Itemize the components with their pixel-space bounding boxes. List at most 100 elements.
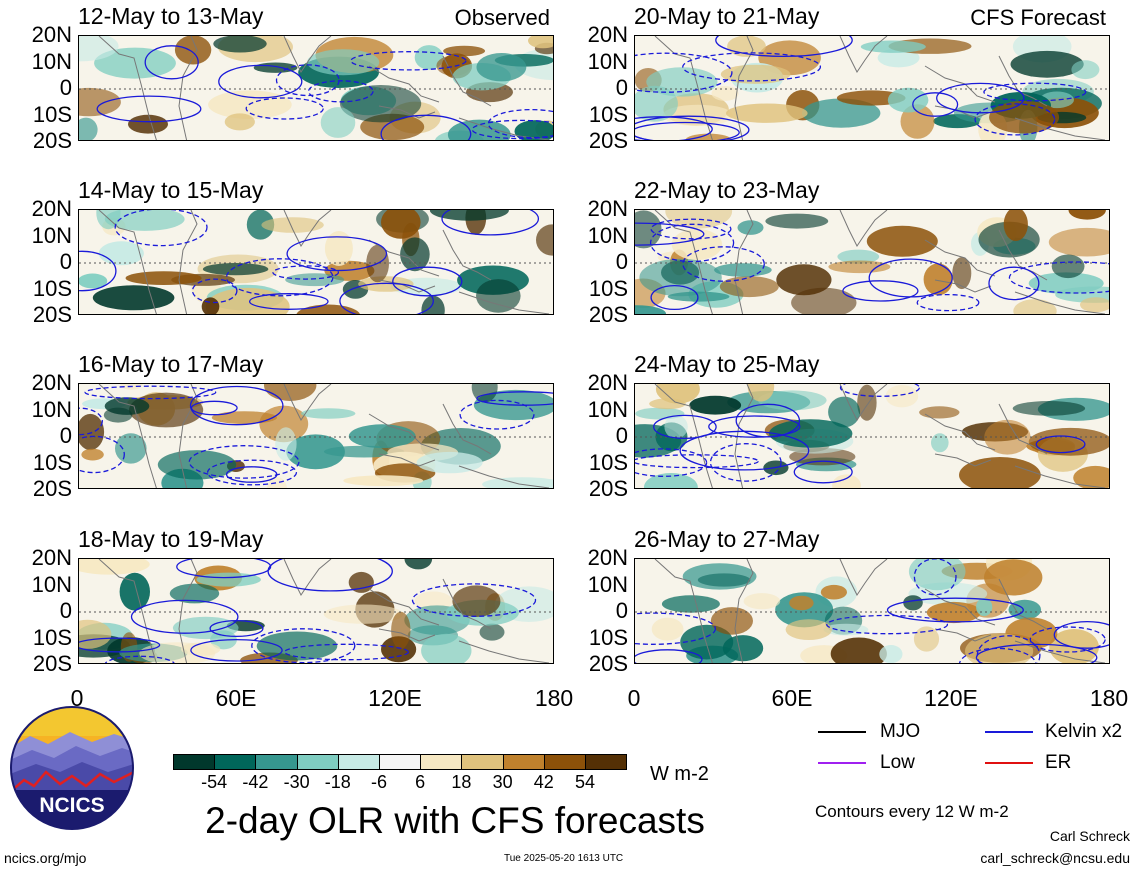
olr-anomaly-patch — [680, 624, 734, 660]
olr-anomaly-patch — [635, 210, 662, 249]
colorbar-swatch — [296, 754, 339, 770]
lat-label: 0 — [59, 249, 72, 274]
olr-anomaly-patch — [275, 427, 297, 461]
olr-anomaly-patch — [671, 228, 723, 261]
kelvin-contour — [286, 236, 388, 272]
olr-anomaly-patch — [1051, 254, 1085, 279]
kelvin-contour — [392, 266, 463, 297]
kelvin-contour — [635, 448, 708, 477]
kelvin-contour — [839, 384, 920, 397]
olr-anomaly-patch — [952, 257, 972, 290]
footer-url: ncics.org/mjo — [4, 850, 87, 866]
kelvin-contour — [380, 114, 472, 140]
coastline — [283, 36, 332, 73]
olr-anomaly-patch — [125, 271, 202, 285]
kelvin-contour — [916, 293, 980, 312]
lat-label: 20N — [587, 196, 628, 221]
olr-anomaly-patch — [482, 477, 553, 488]
coastline — [98, 384, 157, 488]
kelvin-contour — [189, 385, 284, 426]
kelvin-contour — [635, 612, 717, 645]
kelvin-contour — [441, 210, 540, 236]
olr-anomaly-patch — [714, 263, 772, 277]
coastline — [934, 279, 992, 293]
olr-anomaly-patch — [296, 304, 360, 314]
olr-anomaly-patch — [1071, 60, 1100, 80]
lat-label: 0 — [59, 75, 72, 100]
olr-anomaly-patch — [404, 559, 433, 570]
olr-anomaly-patch — [1080, 297, 1109, 313]
colorbar-tick-label: -18 — [324, 772, 351, 792]
kelvin-contour — [635, 52, 733, 93]
olr-anomaly-patch — [662, 104, 733, 127]
olr-anomaly-patch — [644, 473, 698, 488]
coastline — [839, 559, 888, 596]
kelvin-contour — [936, 82, 1025, 114]
olr-anomaly-patch — [514, 120, 553, 140]
coastline — [734, 210, 754, 314]
footer-email: carl_schreck@ncsu.edu — [980, 850, 1130, 866]
colorbar-tick-label: -6 — [370, 772, 387, 792]
kelvin-contour — [975, 643, 1098, 663]
olr-anomaly-patch — [169, 583, 220, 604]
kelvin-contour — [84, 385, 217, 400]
kelvin-contour — [1053, 620, 1109, 649]
olr-anomaly-patch — [711, 86, 739, 101]
coastline — [283, 210, 332, 247]
olr-anomaly-patch — [348, 424, 416, 449]
coastline — [654, 559, 713, 663]
olr-anomaly-patch — [129, 392, 204, 428]
colorbar-swatch — [337, 754, 380, 770]
coastline — [1014, 465, 1106, 488]
olr-anomaly-patch — [115, 433, 147, 464]
olr-anomaly-patch — [903, 595, 923, 611]
kelvin-contour — [218, 64, 303, 99]
olr-map — [634, 383, 1110, 489]
coastline — [368, 588, 440, 626]
olr-map-canvas — [635, 210, 1109, 314]
olr-anomaly-patch — [1013, 299, 1057, 314]
olr-anomaly-patch — [802, 98, 881, 128]
colorbar-swatch — [255, 754, 298, 770]
lat-label: 10S — [588, 275, 628, 301]
lon-label-180-left: 180 — [534, 685, 574, 711]
olr-anomaly-patch — [646, 67, 718, 97]
panel-title: 14-May to 15-May — [78, 177, 264, 203]
lon-label-60e-left: 60E — [215, 685, 257, 711]
olr-anomaly-patch — [1048, 227, 1109, 257]
colorbar-tick-label: -54 — [201, 772, 228, 792]
olr-anomaly-patch — [213, 36, 267, 53]
olr-anomaly-patch — [661, 595, 720, 613]
kelvin-contour — [79, 250, 117, 292]
olr-anomaly-patch — [479, 623, 505, 641]
panel-title: 22-May to 23-May — [634, 177, 820, 203]
olr-anomaly-patch — [639, 258, 722, 297]
coastline — [839, 210, 888, 247]
lat-label: 20N — [31, 545, 72, 570]
colorbar-swatch — [461, 754, 504, 770]
olr-anomaly-patch — [92, 285, 175, 311]
lat-label: 10N — [587, 571, 628, 597]
olr-anomaly-patch — [320, 107, 356, 138]
coastline — [1014, 117, 1106, 140]
lat-label: 20N — [587, 370, 628, 395]
lat-label: 10S — [588, 449, 628, 475]
olr-anomaly-patch — [104, 210, 185, 231]
kelvin-contour — [715, 36, 853, 58]
olr-anomaly-patch — [471, 384, 498, 403]
lat-label: 10S — [588, 624, 628, 650]
coastline — [734, 384, 754, 488]
olr-anomaly-patch — [908, 559, 966, 591]
kelvin-contour — [1008, 261, 1109, 294]
lat-label: 10S — [588, 101, 628, 127]
kelvin-contour — [635, 649, 703, 663]
legend-er-line — [985, 762, 1033, 764]
kelvin-contour — [114, 210, 208, 247]
olr-anomaly-patch — [79, 87, 121, 117]
olr-anomaly-patch — [689, 395, 742, 415]
kelvin-contour — [635, 222, 705, 246]
olr-anomaly-patch — [664, 415, 688, 439]
olr-anomaly-patch — [104, 397, 150, 415]
coastline — [458, 291, 550, 314]
lat-label: 10S — [32, 624, 72, 650]
